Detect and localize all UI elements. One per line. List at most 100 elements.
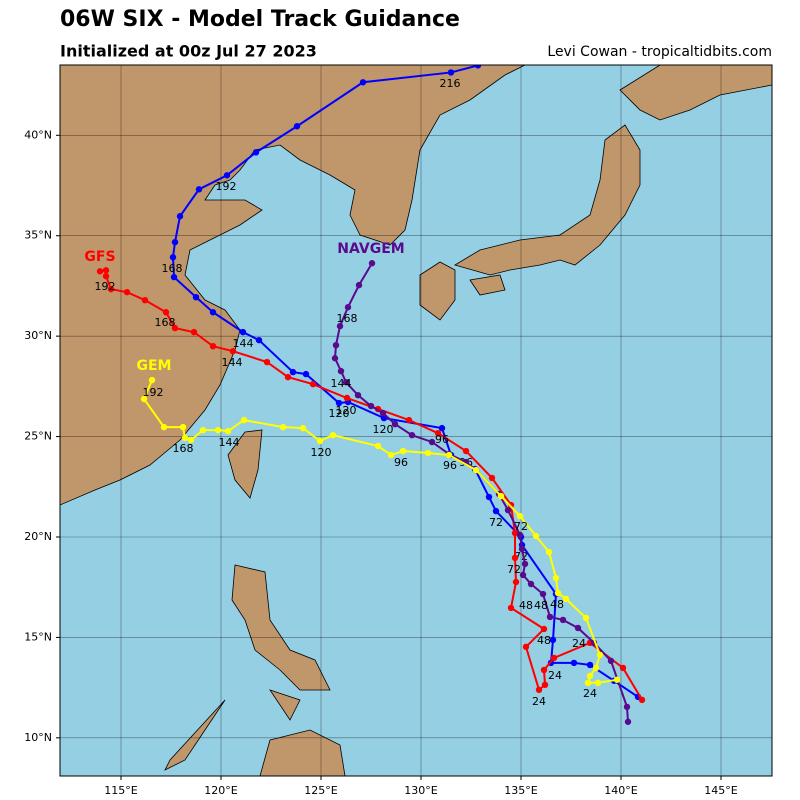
track-point [550,654,558,662]
track-point [169,254,177,261]
hour-label: 144 [233,337,254,350]
hour-label: 24 [572,637,586,650]
track-point [584,679,592,687]
track-point [337,367,345,375]
track-point [594,679,602,687]
hour-label: 24 [583,687,597,700]
track-point [190,328,198,336]
track-point [316,437,324,445]
track-point [592,664,600,672]
hour-label: 48 [550,598,564,611]
track-point [170,273,178,281]
track-point [342,378,350,386]
track-point [516,512,524,520]
track-point [255,336,263,344]
track-point [492,507,500,515]
lon-tick-label: 115°E [104,784,137,797]
lat-tick-label: 35°N [24,229,52,242]
track-point [344,304,352,311]
track-point [284,373,292,381]
hour-label: 192 [143,386,164,399]
track-point [511,554,519,562]
lon-tick-label: 130°E [404,784,437,797]
track-point [374,442,382,450]
track-point [582,614,590,622]
title: 06W SIX - Model Track Guidance [60,7,460,32]
lon-tick-label: 140°E [604,784,637,797]
track-point [240,416,248,424]
track-line [99,269,643,701]
credit: Levi Cowan - tropicaltidbits.com [547,44,772,60]
lat-tick-label: 10°N [24,731,52,744]
track-point [332,341,340,349]
lon-tick-label: 120°E [204,784,237,797]
track-point [359,79,367,86]
model-name: GFS [84,249,115,265]
track-point [540,625,548,633]
track-point [552,574,560,582]
track-point [540,666,548,674]
track-point [331,355,339,362]
land [60,65,772,776]
track-point [223,172,231,179]
track-point [586,661,594,669]
track-point [176,213,184,220]
track-point [302,370,310,378]
track-point [554,589,562,597]
hour-label: 168 [155,316,176,329]
track-point [343,394,351,402]
track-point [562,595,570,603]
track-point [504,506,512,514]
hour-label: 72 [507,563,521,576]
frame [59,64,773,777]
track-point [527,580,535,588]
track-point [511,529,519,537]
track-point [408,431,416,439]
lat-tick-label: 30°N [24,329,52,342]
track-point [434,429,442,437]
track-point [519,571,527,579]
track-point [539,590,547,598]
track-point [309,380,317,388]
track-point [546,613,554,621]
track-point [140,395,148,403]
track-point [516,531,524,539]
track-line [142,379,618,684]
track-point [387,451,395,459]
hour-label: 168 [337,312,358,325]
track-point [224,427,232,435]
lat-tick-label: 15°N [24,630,52,643]
track-point [335,399,343,407]
track-point [263,358,271,366]
track-point [367,402,375,410]
track-point [472,466,480,474]
track-point [141,296,149,304]
hour-label: 120 [373,423,394,436]
track-point [462,447,470,455]
hour-label: 96 [435,433,449,446]
hour-label: 48 [534,599,548,612]
track-point [102,267,110,274]
track-point [187,436,195,444]
hour-label: 24 [532,695,546,708]
lat-tick-label: 20°N [24,530,52,543]
track-point [545,548,553,556]
track-point [209,309,217,316]
hour-label: 72 [489,516,503,529]
track-point [209,342,217,350]
track-point [171,238,179,246]
hour-label: 144 [222,356,243,369]
track-point [497,492,505,500]
track-point [447,69,455,76]
track-point [214,426,222,434]
track-point [192,293,200,301]
track-point [123,288,131,296]
track-point [424,449,432,457]
hour-label: 72 [514,520,528,533]
hour-label: 48 [537,634,551,647]
track-point [405,416,413,424]
track-point [354,391,362,399]
hour-label: 120 [329,407,350,420]
track-point [570,659,578,667]
